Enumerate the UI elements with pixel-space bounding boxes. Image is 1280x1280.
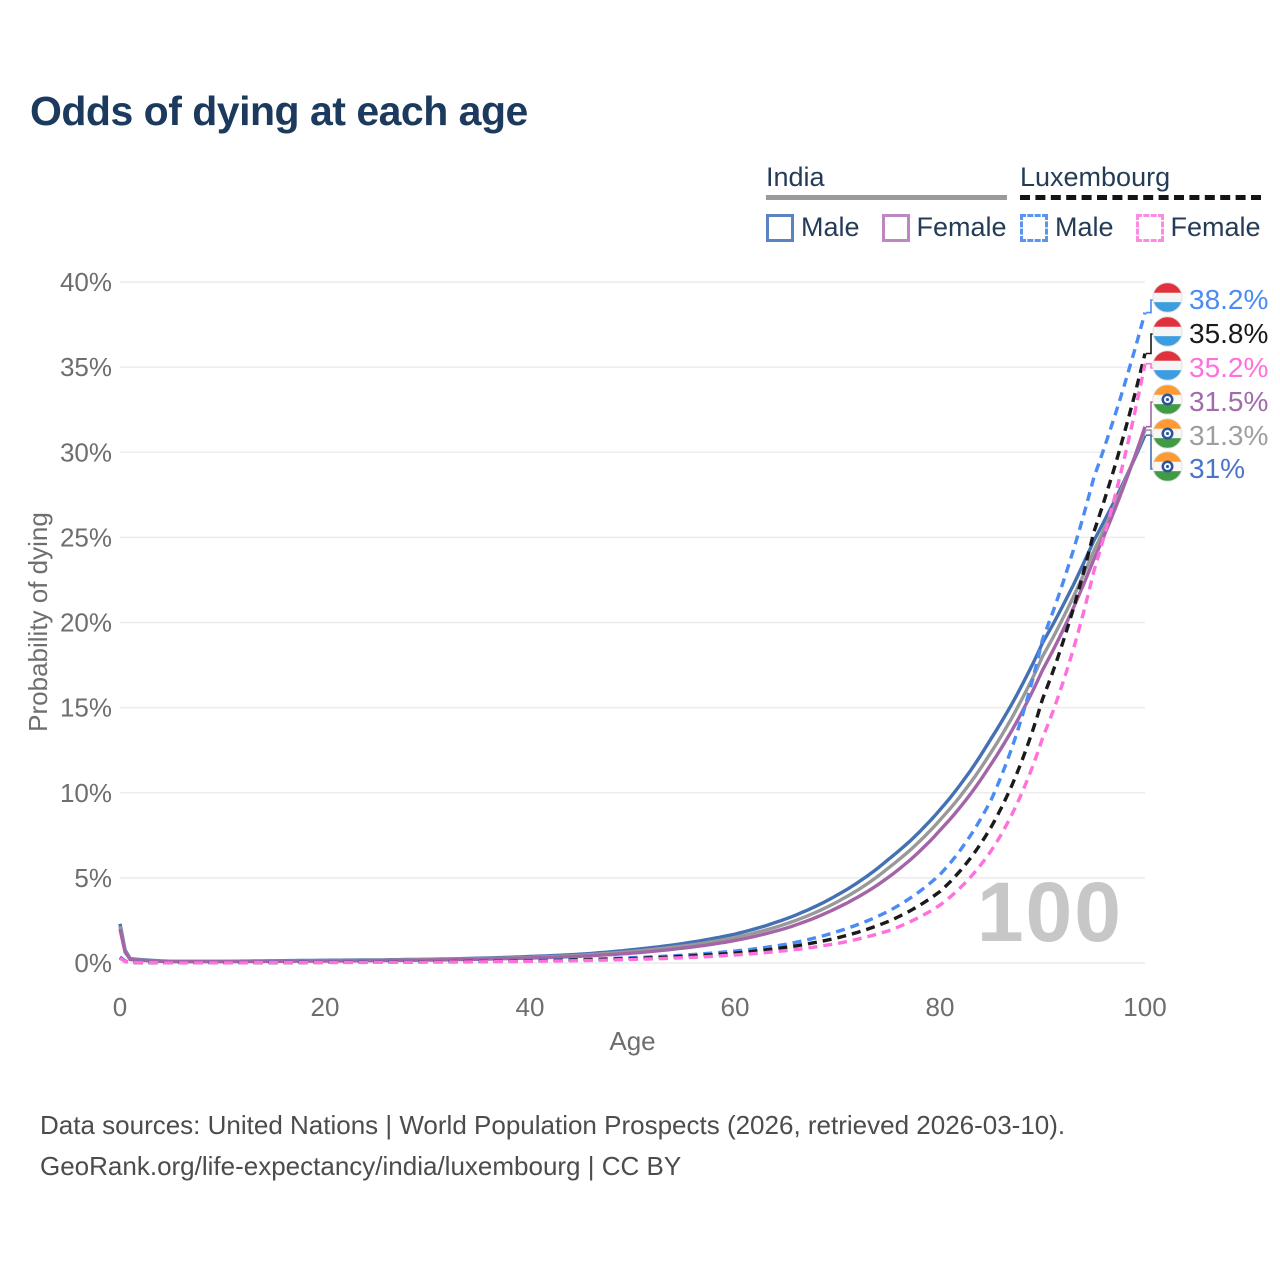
x-tick-label-80: 80 [926,992,955,1022]
end-label-india_total[interactable]: 31.3% [1152,418,1269,454]
legend-india-male-label: Male [801,212,860,242]
legend-item-india-male[interactable]: Male [766,212,860,243]
series-line-lux_female[interactable] [119,363,1147,965]
legend-item-luxembourg-male[interactable]: Male [1020,212,1114,243]
legend-item-india-female[interactable]: Female [881,212,1007,243]
data-source-footer: Data sources: United Nations | World Pop… [40,1105,1065,1187]
india-female-swatch-icon [881,213,910,242]
legend-group-luxembourg: Luxembourg Male Female [1020,162,1261,243]
legend-india-title[interactable]: India [766,162,825,192]
end-label-lux_female[interactable]: 35.2% [1152,350,1269,386]
x-tick-label-60: 60 [721,992,750,1022]
end-label-value-india_total: 31.3% [1189,420,1269,451]
legend-luxembourg-male-label: Male [1055,212,1114,242]
legend-luxembourg-female-label: Female [1170,212,1261,242]
india-flag-icon [1152,384,1183,420]
y-tick-label-20: 20% [60,608,112,638]
luxembourg-dashed-line-swatch [1020,195,1261,200]
y-tick-label-15: 15% [60,693,112,723]
end-label-value-india_male: 31% [1189,453,1246,484]
end-label-lux_male[interactable]: 38.2% [1152,282,1269,318]
india-flag-icon [1152,451,1183,487]
end-label-india_female[interactable]: 31.5% [1152,384,1269,420]
india-flag-icon [1152,418,1183,454]
footer-line-2: GeoRank.org/life-expectancy/india/luxemb… [40,1151,682,1181]
end-label-value-lux_female: 35.2% [1189,352,1269,383]
x-tick-label-0: 0 [113,992,127,1022]
x-tick-label-100: 100 [1123,992,1166,1022]
legend-india-female-label: Female [916,212,1007,242]
y-tick-label-0: 0% [74,948,112,978]
luxembourg-male-swatch-icon [1020,213,1048,242]
y-axis-title: Probability of dying [23,512,53,732]
india-male-swatch-icon [766,213,794,242]
y-tick-label-5: 5% [74,863,112,893]
end-label-value-india_female: 31.5% [1189,386,1269,417]
end-label-lux_total[interactable]: 35.8% [1152,316,1269,352]
legend-group-india: India Male Female [766,162,1007,243]
luxembourg-female-swatch-icon [1135,213,1164,242]
india-solid-line-swatch [766,195,1007,200]
page-title: Odds of dying at each age [30,88,528,134]
y-tick-label-35: 35% [60,352,112,382]
y-tick-label-10: 10% [60,778,112,808]
y-tick-label-30: 30% [60,437,112,467]
luxembourg-flag-icon [1152,282,1183,318]
y-tick-label-25: 25% [60,522,112,552]
luxembourg-flag-icon [1152,316,1183,352]
y-tick-label-40: 40% [60,267,112,297]
footer-line-1: Data sources: United Nations | World Pop… [40,1110,1066,1140]
age-counter-watermark: 100 [977,865,1123,959]
luxembourg-flag-icon [1152,350,1183,386]
end-label-value-lux_total: 35.8% [1189,318,1269,349]
legend-item-luxembourg-female[interactable]: Female [1135,212,1261,243]
end-label-value-lux_male: 38.2% [1189,284,1269,315]
legend-luxembourg-title[interactable]: Luxembourg [1020,162,1171,192]
x-tick-label-40: 40 [516,992,545,1022]
x-tick-label-20: 20 [311,992,340,1022]
x-axis-title: Age [609,1026,655,1056]
end-label-india_male[interactable]: 31% [1152,451,1246,487]
